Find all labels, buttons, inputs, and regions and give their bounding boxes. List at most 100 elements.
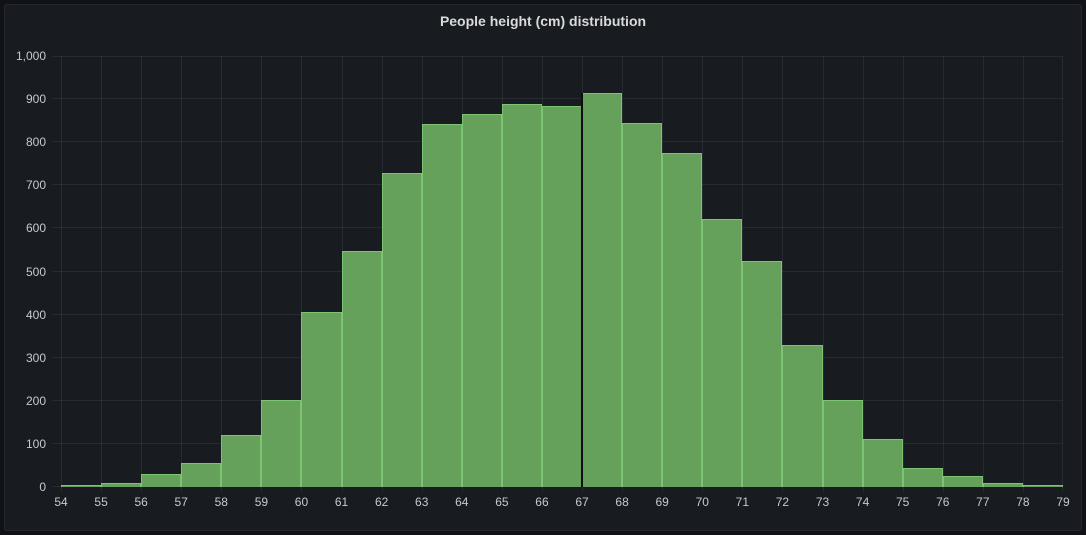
x-tick-mark [983, 487, 984, 492]
x-axis-label: 75 [895, 495, 910, 509]
v-gridline [141, 56, 142, 487]
histogram-bar[interactable] [662, 152, 703, 487]
histogram-bar[interactable] [301, 312, 342, 487]
histogram-bar[interactable] [1022, 484, 1063, 487]
y-axis-label: 100 [25, 436, 46, 451]
y-axis-label: 900 [25, 92, 46, 107]
y-tick-mark [52, 314, 61, 315]
y-axis-label: 600 [25, 221, 46, 236]
histogram-bar[interactable] [822, 399, 863, 487]
histogram-bar[interactable] [582, 92, 623, 487]
histogram-bar[interactable] [942, 476, 983, 487]
histogram-bar[interactable] [141, 474, 182, 487]
x-axis-label: 58 [214, 495, 228, 509]
x-axis-label: 71 [735, 495, 750, 509]
x-axis-label: 72 [775, 495, 790, 509]
y-axis-label: 200 [25, 393, 46, 408]
v-gridline [863, 56, 864, 487]
histogram-bar[interactable] [501, 103, 542, 487]
v-gridline [61, 56, 62, 487]
x-tick-mark [823, 487, 824, 492]
v-gridline [943, 56, 944, 487]
x-axis-label: 70 [695, 495, 709, 509]
x-tick-mark [301, 487, 302, 492]
plot-area[interactable] [61, 56, 1063, 487]
y-tick-mark [52, 56, 61, 57]
x-tick-mark [662, 487, 663, 492]
v-gridline [221, 56, 222, 487]
x-axis-label: 63 [415, 495, 429, 509]
y-axis-label: 800 [25, 135, 46, 150]
x-tick-mark [782, 487, 783, 492]
histogram-bar[interactable] [782, 344, 823, 487]
histogram-bar[interactable] [381, 172, 422, 487]
y-axis-label: 400 [25, 307, 46, 322]
histogram-bar[interactable] [982, 483, 1023, 487]
y-tick-mark [52, 486, 61, 487]
y-axis-label: 500 [25, 264, 46, 279]
x-axis-label: 68 [615, 495, 629, 509]
y-tick-mark [52, 141, 61, 142]
v-gridline [983, 56, 984, 487]
y-tick-mark [52, 271, 61, 272]
x-tick-mark [582, 487, 583, 492]
x-tick-mark [622, 487, 623, 492]
x-axis-label: 62 [374, 495, 389, 509]
x-axis-label: 56 [134, 495, 148, 509]
x-tick-mark [382, 487, 383, 492]
panel-header[interactable]: People height (cm) distribution [4, 4, 1082, 38]
bar-divider-line [581, 92, 584, 487]
x-axis-label: 57 [174, 495, 188, 509]
x-axis-label: 59 [254, 495, 269, 509]
y-tick-mark [52, 400, 61, 401]
x-tick-mark [863, 487, 864, 492]
v-gridline [903, 56, 904, 487]
x-tick-mark [141, 487, 142, 492]
histogram-bar[interactable] [622, 123, 663, 487]
x-tick-mark [742, 487, 743, 492]
x-axis-label: 55 [94, 495, 108, 509]
histogram-bar[interactable] [461, 113, 502, 487]
histogram-bar[interactable] [261, 399, 302, 487]
histogram-bar[interactable] [221, 435, 262, 487]
x-axis-label: 54 [54, 495, 68, 509]
y-tick-mark [52, 357, 61, 358]
x-tick-mark [702, 487, 703, 492]
y-axis-label: 0 [39, 480, 46, 494]
x-tick-mark [61, 487, 62, 492]
histogram-bar[interactable] [902, 467, 943, 487]
histogram-bar[interactable] [421, 123, 462, 487]
histogram-bar[interactable] [341, 250, 382, 487]
histogram-bar[interactable] [61, 484, 102, 487]
x-axis-label: 79 [1056, 495, 1070, 509]
x-tick-mark [1023, 487, 1024, 492]
x-tick-mark [261, 487, 262, 492]
h-gridline [61, 98, 1063, 99]
v-gridline [301, 56, 302, 487]
y-axis-label: 300 [25, 350, 46, 365]
y-tick-mark [52, 98, 61, 99]
histogram-bar[interactable] [181, 463, 222, 487]
x-axis-label: 73 [815, 495, 830, 509]
x-tick-mark [542, 487, 543, 492]
y-tick-mark [52, 184, 61, 185]
x-tick-mark [422, 487, 423, 492]
x-axis: 54 55 56 57 58 59 60 61 62 63 64 65 66 67 68 69 70 71 72 73… [54, 494, 1069, 512]
y-axis-label: 1,000 [15, 49, 46, 63]
x-tick-mark [1062, 487, 1063, 492]
histogram-bar[interactable] [862, 439, 903, 487]
v-gridline [261, 56, 262, 487]
x-tick-mark [342, 487, 343, 492]
x-tick-mark [903, 487, 904, 492]
histogram-bar[interactable] [702, 219, 743, 487]
histogram-bar[interactable] [101, 482, 142, 487]
x-tick-mark [101, 487, 102, 492]
panel-title[interactable]: People height (cm) distribution [439, 13, 647, 29]
x-axis-label: 66 [535, 495, 549, 509]
y-axis: 0 100 200 300 400 500 600 700 800 900 1,000 [0, 49, 46, 494]
y-tick-mark [52, 227, 61, 228]
histogram-bar[interactable] [742, 260, 783, 487]
histogram-bar[interactable] [541, 106, 583, 487]
x-axis-label: 77 [976, 495, 990, 509]
